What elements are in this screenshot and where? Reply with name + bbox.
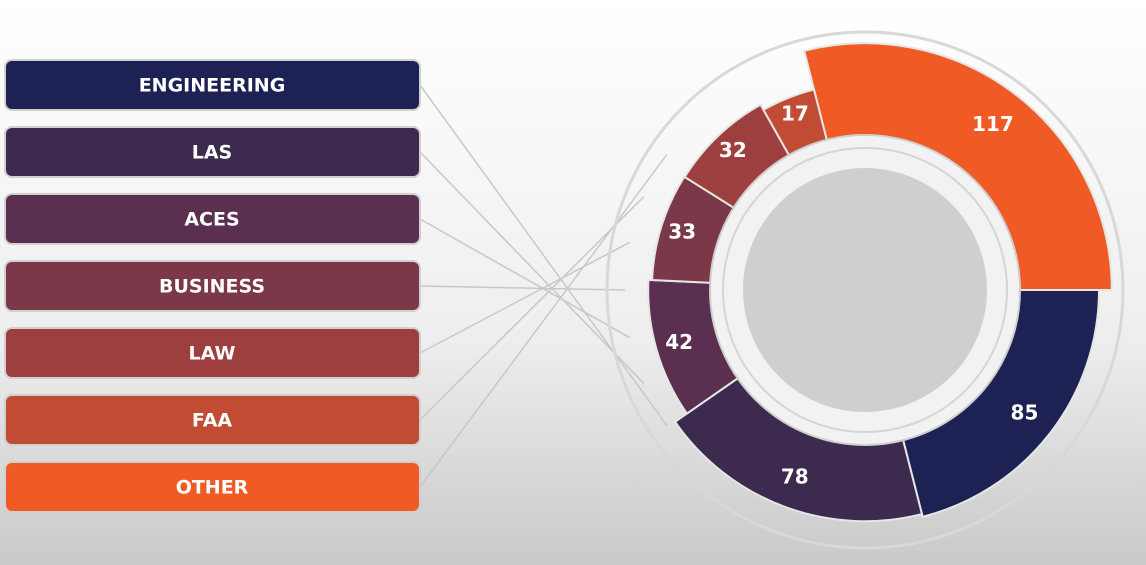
legend-label: LAS [192, 142, 233, 164]
legend-label: ACES [184, 209, 239, 231]
value-label: 117 [972, 112, 1014, 136]
legend: ENGINEERING LAS ACES BUSINESS LAW FAA OTHER [5, 60, 420, 512]
page: ENGINEERING LAS ACES BUSINESS LAW FAA OTHER 85… [0, 0, 1146, 565]
value-label: 85 [1011, 401, 1039, 425]
value-label: 32 [719, 138, 747, 162]
legend-label: BUSINESS [159, 276, 265, 298]
value-label: 33 [668, 219, 696, 243]
legend-label: ENGINEERING [139, 75, 286, 97]
legend-label: OTHER [176, 477, 249, 499]
chart: ENGINEERING LAS ACES BUSINESS LAW FAA OTHER 85… [0, 0, 1146, 565]
legend-label: LAW [189, 343, 236, 365]
center-disc [743, 168, 987, 412]
value-label: 42 [665, 330, 693, 354]
legend-label: FAA [192, 410, 233, 432]
value-label: 17 [781, 102, 809, 126]
value-label: 78 [781, 464, 809, 488]
